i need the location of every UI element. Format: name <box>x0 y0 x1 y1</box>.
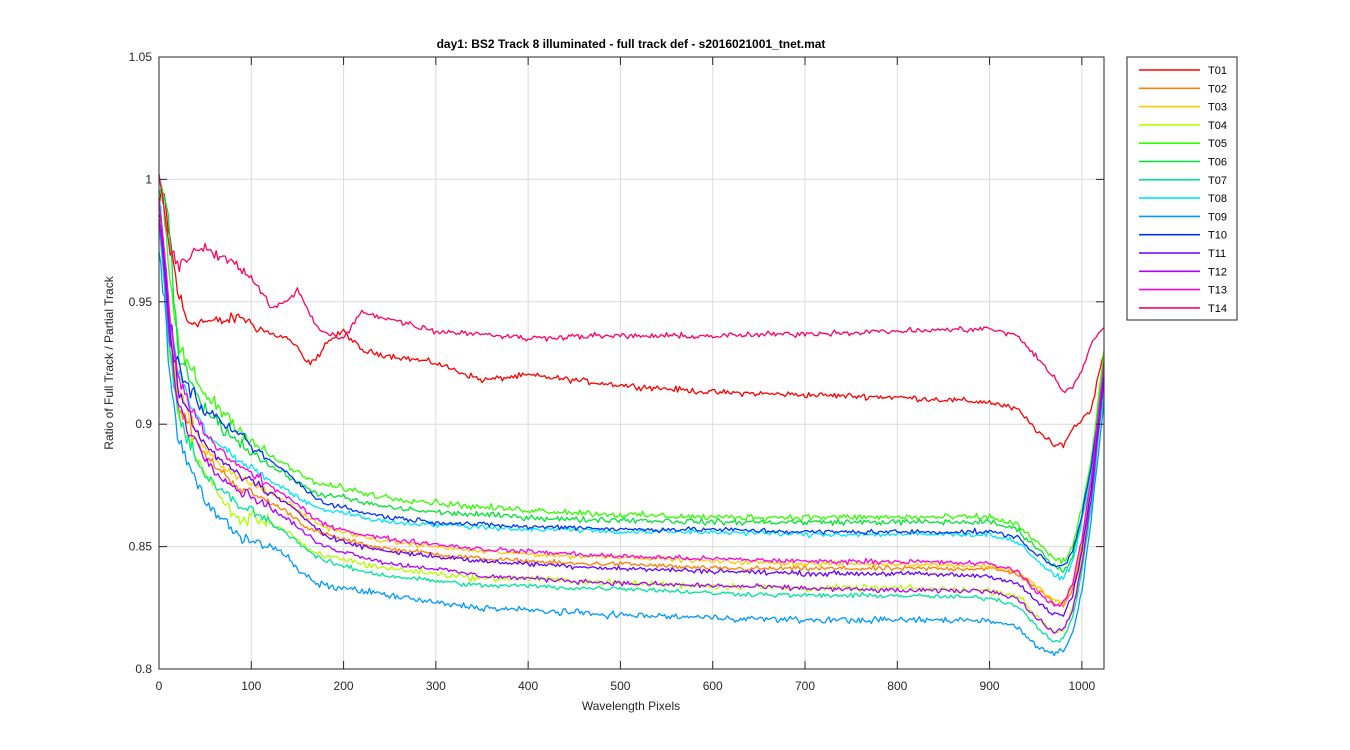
legend-label-t05: T05 <box>1208 138 1227 150</box>
x-tick-label: 300 <box>426 679 446 693</box>
x-tick-label: 1000 <box>1069 679 1096 693</box>
x-tick-labels: 0 100 200 300 400 500 600 700 800 900 1000 <box>156 679 1096 693</box>
legend-label-t12: T12 <box>1208 266 1227 278</box>
legend-label-t03: T03 <box>1208 102 1227 114</box>
series-line-t10 <box>158 219 1105 568</box>
legend-label-t09: T09 <box>1208 211 1227 223</box>
x-tick-label: 800 <box>887 679 907 693</box>
legend-label-t11: T11 <box>1208 248 1226 260</box>
series-line-t07 <box>158 220 1105 643</box>
legend-label-t08: T08 <box>1208 193 1227 205</box>
y-tick-label: 0.9 <box>135 417 152 431</box>
chart-title: day1: BS2 Track 8 illuminated - full tra… <box>437 37 826 51</box>
series-layer <box>158 173 1105 657</box>
series-line-t12 <box>158 219 1105 634</box>
series-line-t02 <box>158 219 1105 608</box>
x-tick-label: 700 <box>795 679 815 693</box>
x-tick-label: 100 <box>241 679 261 693</box>
x-tick-label: 0 <box>156 679 163 693</box>
series-line-t05 <box>158 182 1105 565</box>
tick-marks <box>158 56 1104 670</box>
y-axis-label: Ratio of Full Track / Partial Track <box>102 275 116 449</box>
x-tick-label: 500 <box>610 679 630 693</box>
series-line-t13 <box>158 199 1105 608</box>
y-tick-label: 1 <box>145 172 152 186</box>
legend-label-t07: T07 <box>1208 175 1227 187</box>
y-tick-label: 1.05 <box>129 50 153 64</box>
series-line-t06 <box>158 188 1105 573</box>
y-tick-label: 0.85 <box>129 540 153 554</box>
legend-label-t06: T06 <box>1208 157 1227 169</box>
y-tick-label: 0.95 <box>129 295 153 309</box>
plot-area <box>159 57 1104 669</box>
series-line-t11 <box>158 213 1105 617</box>
y-tick-label: 0.8 <box>135 662 152 676</box>
x-tick-label: 400 <box>518 679 538 693</box>
legend-label-t10: T10 <box>1208 230 1227 242</box>
legend-label-t02: T02 <box>1208 83 1227 95</box>
legend-box <box>1126 56 1238 321</box>
legend-label-t13: T13 <box>1208 285 1227 297</box>
y-tick-labels: 0.8 0.85 0.9 0.95 1 1.05 <box>129 50 153 676</box>
x-tick-label: 900 <box>980 679 1000 693</box>
axes-box <box>158 56 1105 670</box>
series-line-t01 <box>158 191 1105 449</box>
series-line-t09 <box>158 251 1105 657</box>
legend-label-t04: T04 <box>1208 120 1227 132</box>
series-line-t08 <box>158 201 1105 581</box>
x-tick-label: 200 <box>334 679 354 693</box>
x-axis-label: Wavelength Pixels <box>582 699 680 713</box>
legend-label-t14: T14 <box>1208 303 1227 315</box>
x-tick-label: 600 <box>703 679 723 693</box>
legend-label-t01: T01 <box>1208 65 1227 77</box>
series-line-t14 <box>158 173 1105 394</box>
legend: T01 T02 T03 T04 T05 T06 T07 T08 T09 T10 T11 T12 T13 T… <box>1126 56 1238 321</box>
